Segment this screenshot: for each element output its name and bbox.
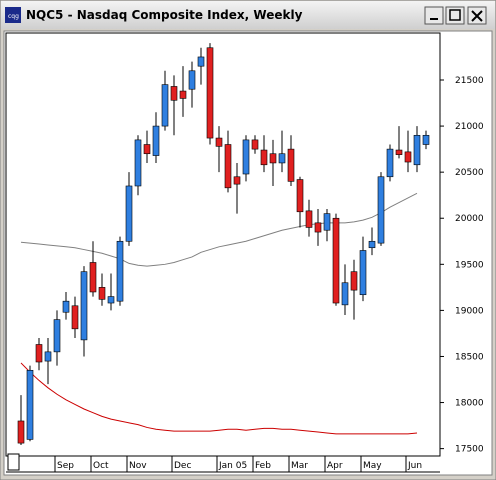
candle-body xyxy=(269,153,277,164)
candle-body xyxy=(35,344,43,363)
candle-body xyxy=(107,296,115,304)
candle-body xyxy=(80,271,88,341)
candle-body xyxy=(386,148,394,178)
candle-body xyxy=(332,217,340,304)
y-tick-label: 18000 xyxy=(455,399,484,409)
x-tick-label: Mar xyxy=(291,461,308,471)
maximize-button[interactable] xyxy=(445,6,465,25)
candle-body xyxy=(152,125,160,156)
candle-body xyxy=(188,70,196,90)
moving-average-line xyxy=(20,192,418,267)
x-tick-label: Oct xyxy=(93,461,109,471)
y-tick-label: 20000 xyxy=(455,214,484,224)
candle-body xyxy=(305,210,313,228)
y-tick-label: 18500 xyxy=(455,352,484,362)
candle-body xyxy=(314,222,322,233)
candle-body xyxy=(404,151,412,163)
candle-body xyxy=(116,240,124,302)
candle-body xyxy=(287,148,295,182)
candle-body xyxy=(422,134,430,145)
x-tick-label: Dec xyxy=(174,461,191,471)
y-tick-label: 21000 xyxy=(455,122,484,132)
candle-body xyxy=(296,179,304,213)
x-tick-label: Jan 05 xyxy=(218,461,247,471)
y-tick-label: 19000 xyxy=(455,306,484,316)
candle-body xyxy=(161,84,169,127)
candle-body xyxy=(179,90,187,99)
scroll-box xyxy=(7,453,20,471)
close-button[interactable] xyxy=(467,6,487,25)
candle-body xyxy=(98,287,106,300)
candle-body xyxy=(341,282,349,306)
candle-body xyxy=(242,139,250,175)
candle-body xyxy=(215,137,223,147)
candle-body xyxy=(224,144,232,189)
candle-body xyxy=(26,369,34,440)
x-tick-label: Feb xyxy=(255,461,271,471)
candle-body xyxy=(413,134,421,166)
candle-body xyxy=(170,86,178,101)
y-tick-label: 19500 xyxy=(455,260,484,270)
candle-body xyxy=(350,271,358,291)
candle-body xyxy=(17,420,25,444)
candle-body xyxy=(71,305,79,330)
window-title: NQC5 - Nasdaq Composite Index, Weekly xyxy=(26,8,303,22)
candle-body xyxy=(233,176,241,185)
candle-body xyxy=(395,149,403,155)
candle-body xyxy=(62,300,70,313)
candle-body xyxy=(53,319,61,353)
minimize-button[interactable] xyxy=(424,6,444,25)
candle-body xyxy=(206,47,214,139)
app-icon-glyph: cqg xyxy=(8,13,19,20)
candle-body xyxy=(278,153,286,164)
candle-body xyxy=(125,185,133,242)
y-tick-label: 17500 xyxy=(455,445,484,455)
moving-average-line xyxy=(20,362,418,435)
candle-body xyxy=(89,262,97,293)
title-bar xyxy=(1,1,495,29)
candle-body xyxy=(323,213,331,231)
candle-body xyxy=(377,176,385,244)
candle-body xyxy=(368,240,376,249)
plot-area xyxy=(5,32,441,457)
candle-body xyxy=(359,250,367,296)
candle-body xyxy=(197,56,205,67)
x-tick-label: Sep xyxy=(57,461,74,471)
candle-body xyxy=(44,351,52,362)
x-tick-label: Nov xyxy=(129,461,147,471)
x-tick-label: Apr xyxy=(327,461,343,471)
y-tick-label: 21500 xyxy=(455,76,484,86)
candle-body xyxy=(260,149,268,166)
candle-body xyxy=(134,139,142,187)
candle-body xyxy=(143,144,151,155)
y-tick-label: 20500 xyxy=(455,168,484,178)
app-icon xyxy=(5,7,21,23)
x-tick-label: May xyxy=(363,461,382,471)
candle-body xyxy=(251,139,259,150)
x-tick-label: Jun xyxy=(407,461,422,471)
